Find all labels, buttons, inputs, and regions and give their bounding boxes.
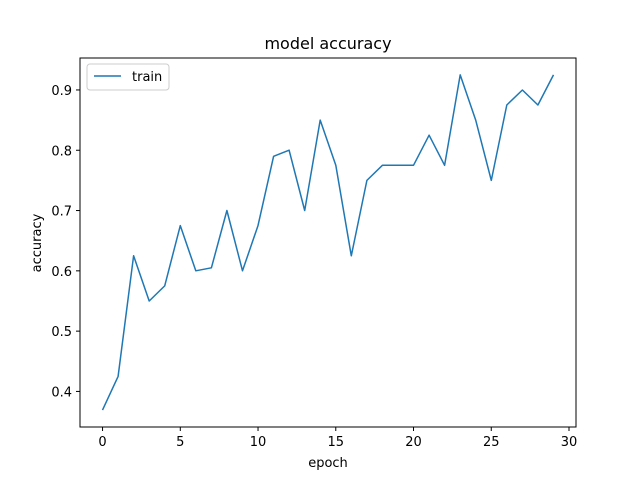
y-tick-label: 0.7 [51,205,72,220]
x-tick-label: 5 [176,435,184,450]
x-axis-label: epoch [308,456,348,471]
x-tick-label: 15 [328,435,345,450]
y-tick-label: 0.8 [51,144,72,159]
x-tick-label: 10 [250,435,267,450]
chart-title: model accuracy [264,34,391,53]
x-tick-label: 0 [98,435,106,450]
y-tick-label: 0.9 [51,84,72,99]
y-axis-label: accuracy [30,213,45,272]
x-tick-label: 25 [483,435,500,450]
y-tick-label: 0.5 [51,325,72,340]
legend: train [86,63,170,91]
plot-series [101,74,555,411]
x-axis-ticks: 0 5 10 15 20 25 30 [98,427,577,450]
legend-label-train: train [132,70,162,85]
y-tick-label: 0.6 [51,265,72,280]
y-axis-ticks: 0.4 0.5 0.6 0.7 0.8 0.9 [51,84,80,400]
legend-box [86,63,170,91]
y-tick-label: 0.4 [51,385,72,400]
x-tick-label: 20 [405,435,422,450]
series-line-train [101,74,555,411]
plot-frame [79,57,577,428]
x-tick-label: 30 [561,435,578,450]
